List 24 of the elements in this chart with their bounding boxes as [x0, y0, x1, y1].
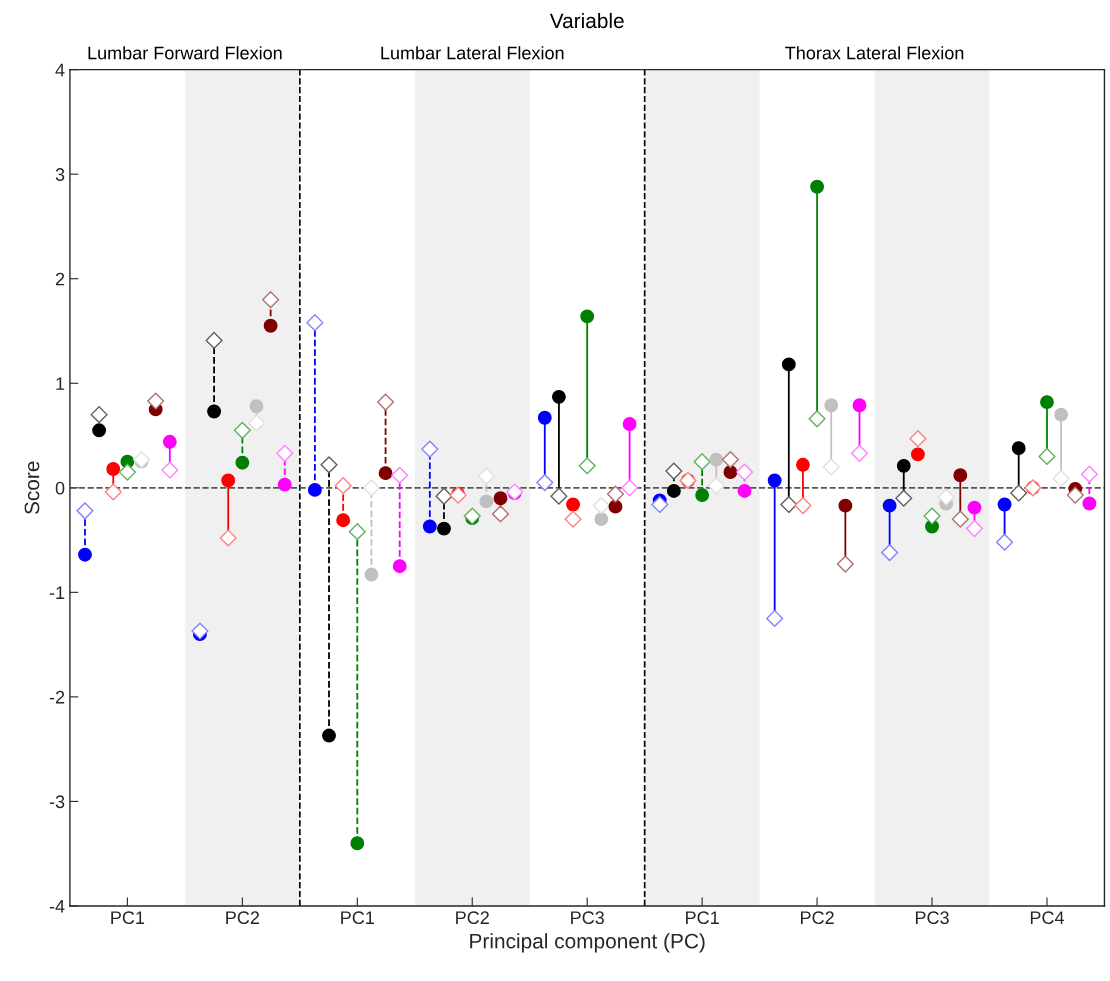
y-tick-label: 2 — [55, 272, 65, 286]
y-axis-title: Score — [24, 461, 40, 515]
x-tick-label: PC1 — [686, 911, 719, 925]
x-tick-label: PC2 — [226, 911, 260, 925]
y-tick-label: 4 — [55, 63, 65, 77]
text: Lumbar Lateral Flexion — [381, 46, 564, 60]
x-tick-label: PC3 — [915, 911, 949, 925]
y-tick-label: 1 — [56, 377, 65, 390]
y-tick-label: -4 — [49, 900, 65, 913]
x-tick-label: PC4 — [1030, 911, 1065, 925]
text: Thorax Lateral Flexion — [785, 46, 964, 60]
x-axis-title: Principal component (PC) — [470, 933, 705, 953]
y-tick-label: -1 — [49, 586, 65, 599]
y-tick-label: -3 — [49, 795, 65, 809]
x-tick-label: PC2 — [456, 911, 489, 925]
x-tick-label: PC3 — [571, 911, 604, 925]
chart-title: Variable — [549, 12, 624, 29]
x-tick-label: PC1 — [111, 911, 145, 925]
x-tick-label: PC2 — [801, 911, 834, 925]
y-tick-label: 0 — [55, 481, 65, 495]
text: Lumbar Forward Flexion — [88, 46, 282, 60]
y-tick-label: 3 — [55, 168, 65, 181]
y-tick-label: -2 — [49, 690, 65, 704]
x-tick-label: PC1 — [341, 911, 374, 925]
